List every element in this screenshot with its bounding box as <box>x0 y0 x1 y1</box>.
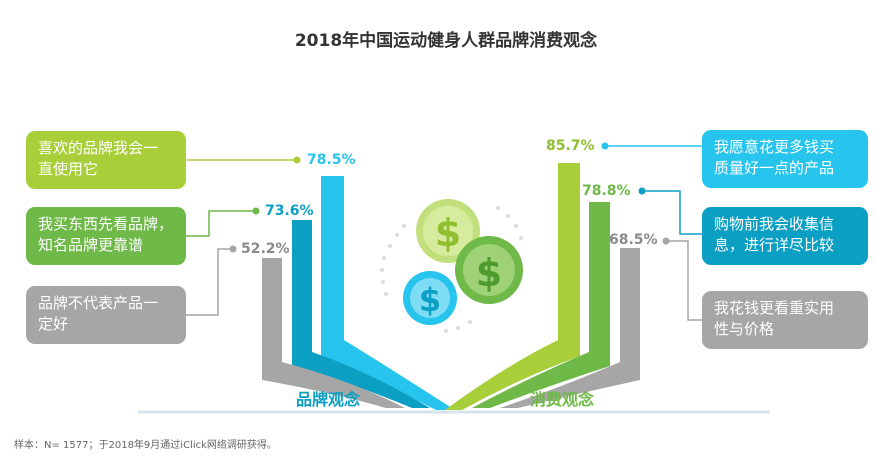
value-label-consume-1: 85.7% <box>546 138 595 154</box>
statement-text: 购物前我会收集信 息，进行详尽比较 <box>714 215 835 254</box>
statement-box-brand-2: 我买东西先看品牌， 知名品牌更靠谱 <box>26 207 186 265</box>
bar-consume-1 <box>445 163 580 410</box>
footnote: 样本：N= 1577；于2018年9月通过iClick网络调研获得。 <box>14 440 277 451</box>
bar-brand-1 <box>321 176 455 410</box>
statement-box-brand-1: 喜欢的品牌我会一 直使用它 <box>26 131 186 189</box>
value-label-consume-2: 78.8% <box>582 183 631 199</box>
svg-text:$: $ <box>435 211 461 255</box>
statement-box-consume-3: 我花钱更看重实用 性与价格 <box>702 291 868 349</box>
brand-bars <box>262 176 455 410</box>
dollar-coin-icon: $ <box>403 271 457 325</box>
decorative-dots <box>380 206 523 333</box>
bar-brand-3 <box>262 258 405 408</box>
statement-box-consume-1: 我愿意花更多钱买 质量好一点的产品 <box>702 130 868 188</box>
statement-box-consume-2: 购物前我会收集信 息，进行详尽比较 <box>702 207 868 265</box>
consumption-bars <box>445 163 640 410</box>
section-label-brand: 品牌观念 <box>296 390 361 409</box>
section-label-consumption: 消费观念 <box>530 390 595 409</box>
value-label-brand-1: 78.5% <box>307 152 356 168</box>
value-label-brand-3: 52.2% <box>241 241 290 257</box>
statement-box-brand-3: 品牌不代表产品一 定好 <box>26 286 186 344</box>
statement-text: 我买东西先看品牌， 知名品牌更靠谱 <box>38 215 174 254</box>
svg-text:$: $ <box>476 251 502 295</box>
value-label-consume-3: 68.5% <box>609 232 658 248</box>
svg-text:$: $ <box>419 281 441 319</box>
page-title: 2018年中国运动健身人群品牌消费观念 <box>294 31 598 51</box>
bar-consume-2 <box>472 202 610 408</box>
bar-consume-3 <box>500 248 640 408</box>
statement-text: 品牌不代表产品一 定好 <box>38 294 159 333</box>
statement-text: 喜欢的品牌我会一 直使用它 <box>38 139 159 178</box>
statement-text: 我愿意花更多钱买 质量好一点的产品 <box>714 138 835 177</box>
statement-text: 我花钱更看重实用 性与价格 <box>714 299 835 338</box>
value-label-brand-2: 73.6% <box>265 203 314 219</box>
bar-brand-2 <box>292 220 430 408</box>
dollar-coin-icon: $ <box>455 236 523 304</box>
